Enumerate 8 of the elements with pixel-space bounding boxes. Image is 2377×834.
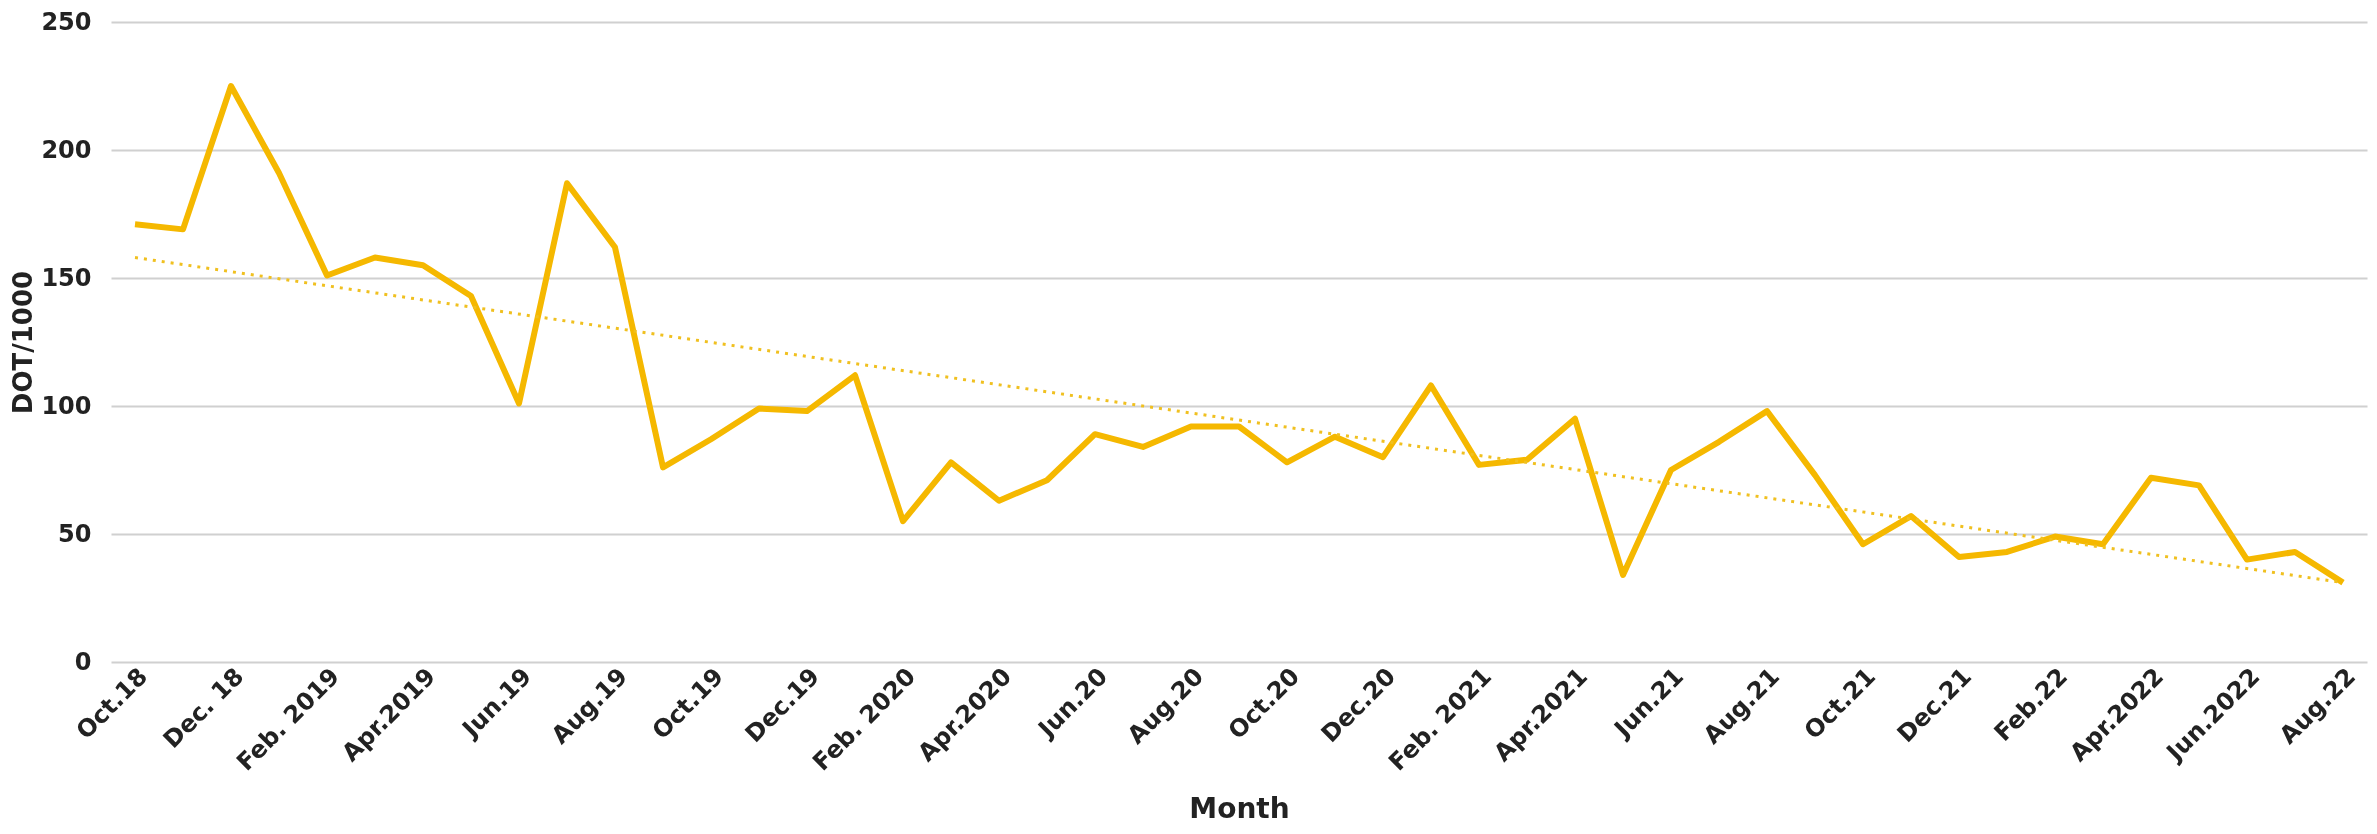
y-tick-label: 0	[74, 647, 92, 676]
y-tick-label: 150	[41, 263, 92, 292]
y-tick-label: 100	[41, 391, 92, 420]
y-tick-label: 50	[58, 519, 92, 548]
y-tick-label: 250	[41, 7, 92, 36]
y-tick-label: 200	[41, 135, 92, 164]
x-axis-title: Month	[1189, 791, 1290, 825]
y-axis-title: DOT/1000	[8, 270, 39, 415]
